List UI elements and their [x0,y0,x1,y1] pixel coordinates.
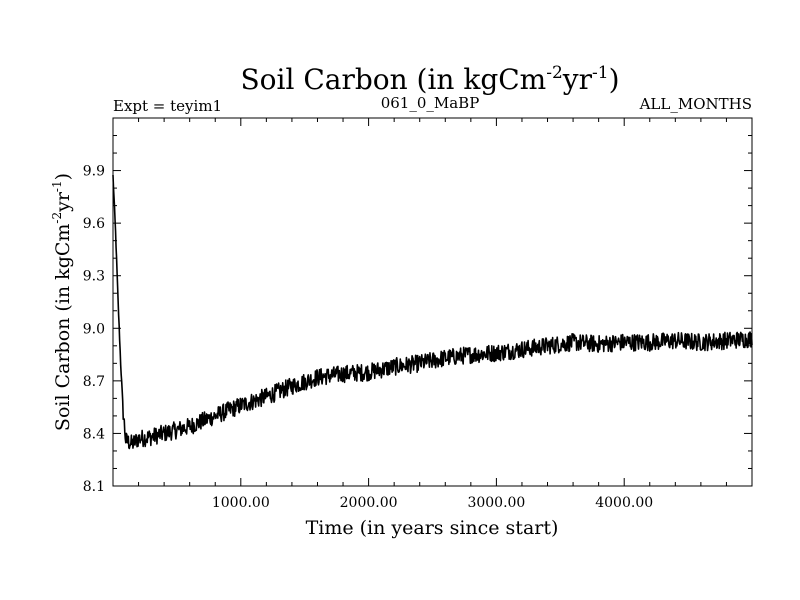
y-tick-label: 9.3 [83,269,105,285]
x-tick-label: 1000.00 [212,495,270,511]
y-tick-label: 9.6 [83,216,105,232]
plot-frame [112,117,753,487]
y-tick-label: 9.0 [83,321,105,337]
x-tick-labels: 1000.00 2000.00 3000.00 4000.00 [212,495,653,511]
axis-ticks [112,117,753,487]
data-layer [112,174,753,450]
x-tick-label: 2000.00 [340,495,398,511]
period-label: 061_0_MaBP [381,94,480,112]
y-tick-label: 8.7 [83,374,105,390]
x-tick-label: 4000.00 [595,495,653,511]
y-tick-label: 8.1 [83,479,105,495]
experiment-label: Expt = teyim1 [113,97,222,115]
y-tick-label: 9.9 [83,164,105,180]
y-tick-labels: 8.1 8.4 8.7 9.0 9.3 9.6 9.9 [83,164,105,495]
y-tick-label: 8.4 [83,426,105,442]
x-axis-label: Time (in years since start) [306,517,559,539]
chart-title: Soil Carbon (in kgCm-2yr-1) [240,63,619,96]
months-label: ALL_MONTHS [639,95,752,113]
soil-carbon-series-line [112,174,753,450]
y-axis-label: Soil Carbon (in kgCm-2yr-1) [50,173,74,431]
x-tick-label: 3000.00 [467,495,525,511]
